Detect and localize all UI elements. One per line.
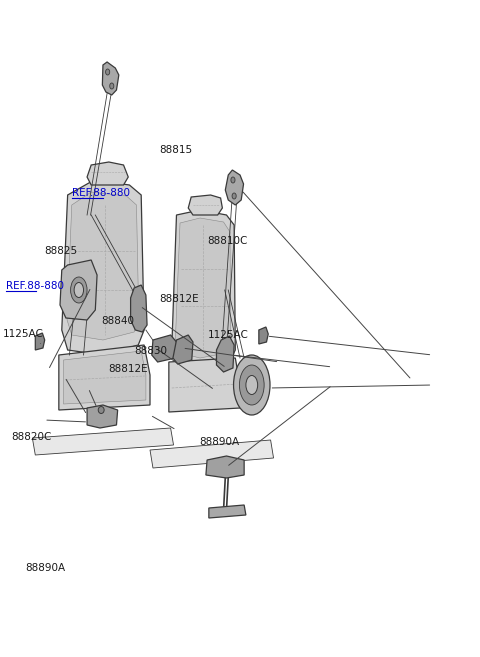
- Polygon shape: [87, 405, 118, 428]
- Polygon shape: [63, 351, 146, 404]
- Ellipse shape: [232, 193, 236, 199]
- Ellipse shape: [74, 283, 84, 298]
- Polygon shape: [87, 162, 128, 185]
- Text: 88890A: 88890A: [199, 436, 239, 447]
- Polygon shape: [150, 440, 274, 468]
- Text: 88812E: 88812E: [159, 294, 199, 304]
- Polygon shape: [209, 505, 246, 518]
- Polygon shape: [102, 62, 119, 95]
- Polygon shape: [188, 195, 222, 215]
- Polygon shape: [175, 218, 230, 358]
- Text: 88810C: 88810C: [207, 236, 248, 246]
- Text: 88815: 88815: [159, 145, 192, 155]
- Polygon shape: [259, 327, 268, 344]
- Text: REF.88-880: REF.88-880: [72, 187, 130, 198]
- Polygon shape: [206, 456, 244, 478]
- Polygon shape: [152, 335, 177, 362]
- Polygon shape: [225, 170, 243, 205]
- Polygon shape: [62, 180, 144, 355]
- Text: 88820C: 88820C: [12, 432, 52, 442]
- Polygon shape: [60, 260, 97, 320]
- Text: 88825: 88825: [44, 246, 77, 256]
- Text: 88840: 88840: [102, 315, 135, 326]
- Ellipse shape: [98, 407, 104, 413]
- Text: 88830: 88830: [134, 346, 167, 357]
- Text: 1125AC: 1125AC: [207, 330, 249, 340]
- Ellipse shape: [110, 83, 114, 89]
- Polygon shape: [172, 210, 235, 368]
- Polygon shape: [169, 358, 240, 412]
- Polygon shape: [36, 333, 45, 350]
- Ellipse shape: [240, 365, 264, 405]
- Polygon shape: [216, 336, 234, 372]
- Polygon shape: [32, 428, 174, 455]
- Ellipse shape: [246, 376, 258, 394]
- Ellipse shape: [71, 277, 87, 303]
- Polygon shape: [131, 285, 147, 332]
- Polygon shape: [173, 335, 193, 364]
- Ellipse shape: [231, 177, 235, 183]
- Polygon shape: [59, 345, 150, 410]
- Text: 1125AC: 1125AC: [3, 328, 44, 339]
- Ellipse shape: [106, 69, 110, 75]
- Text: 88812E: 88812E: [108, 364, 148, 374]
- Text: REF.88-880: REF.88-880: [6, 281, 64, 291]
- Polygon shape: [67, 192, 139, 340]
- Ellipse shape: [234, 355, 270, 415]
- Text: 88890A: 88890A: [25, 563, 66, 574]
